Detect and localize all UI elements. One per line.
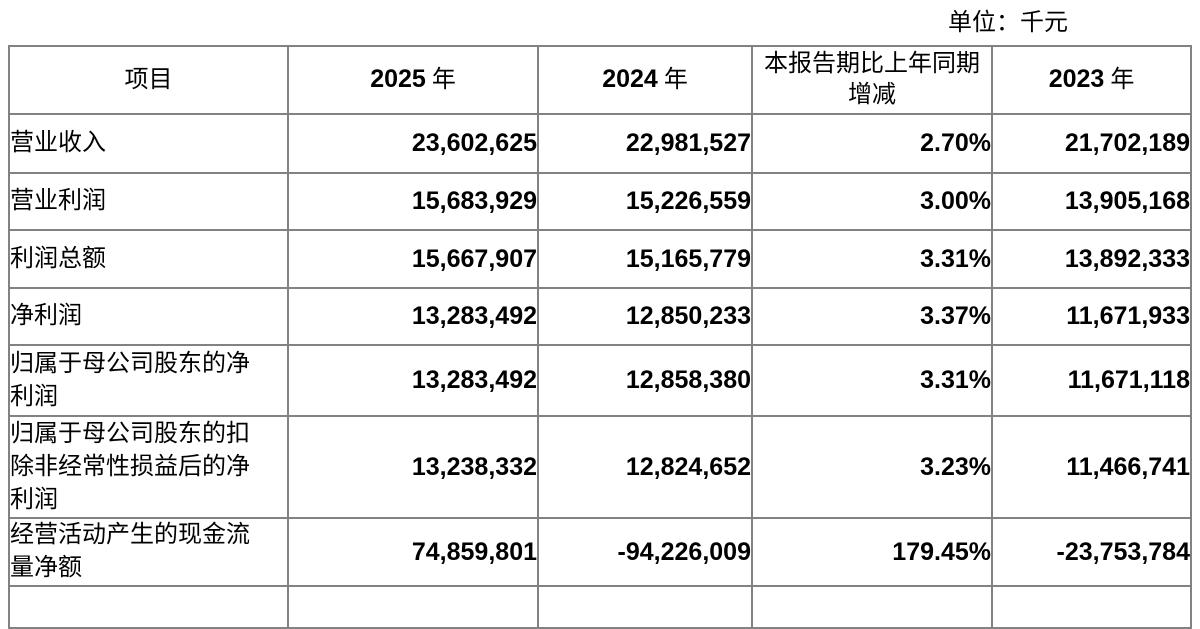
header-2023-number: 2023: [1048, 65, 1105, 93]
table-row-net-profit-attributable-to-parent: 归属于母公司股东的净 利润 13,283,492 12,858,380 3.31…: [8, 344, 1192, 417]
value-2023: [991, 585, 1192, 629]
header-2025: 2025 年: [287, 45, 539, 115]
table-row-operating-profit: 营业利润 15,683,929 15,226,559 3.00% 13,905,…: [8, 172, 1192, 231]
value-2024: 15,226,559: [537, 172, 753, 231]
value-2024: 12,858,380: [537, 344, 753, 417]
value-2023: 13,905,168: [991, 172, 1192, 231]
value-change: 2.70%: [751, 113, 993, 174]
value-2024: 12,850,233: [537, 287, 753, 346]
value-2024: 12,824,652: [537, 415, 753, 519]
header-row: 项目 2025 年 2024 年 本报告期比上年同期 增减 2023 年: [8, 45, 1192, 115]
value-2025: [287, 585, 539, 629]
value-2023: 11,466,741: [991, 415, 1192, 519]
value-2024: [537, 585, 753, 629]
value-2025: 13,283,492: [287, 287, 539, 346]
value-2024: 22,981,527: [537, 113, 753, 174]
value-2023: -23,753,784: [991, 517, 1192, 587]
row-label: 营业利润: [8, 172, 289, 231]
value-2025: 74,859,801: [287, 517, 539, 587]
row-label: 经营活动产生的现金流 量净额: [8, 517, 289, 587]
table-row-operating-revenue: 营业收入 23,602,625 22,981,527 2.70% 21,702,…: [8, 113, 1192, 174]
table-row-net-profit-excl-nonrecurring: 归属于母公司股东的扣 除非经常性损益后的净 利润 13,238,332 12,8…: [8, 415, 1192, 519]
row-label: 归属于母公司股东的扣 除非经常性损益后的净 利润: [8, 415, 289, 519]
header-2024-year-suffix: 年: [663, 67, 688, 93]
value-change: 3.23%: [751, 415, 993, 519]
row-label: 营业收入: [8, 113, 289, 174]
value-2025: 13,238,332: [287, 415, 539, 519]
header-2024-number: 2024: [602, 65, 658, 93]
value-change: 3.00%: [751, 172, 993, 231]
value-2025: 13,283,492: [287, 344, 539, 417]
header-2023-year-suffix: 年: [1110, 67, 1135, 93]
value-2023: 21,702,189: [991, 113, 1192, 174]
value-2023: 11,671,933: [991, 287, 1192, 346]
value-2023: 11,671,118: [991, 344, 1192, 417]
table-row-partial-clipped: [8, 585, 1192, 629]
header-2024: 2024 年: [537, 45, 753, 115]
value-change: 3.37%: [751, 287, 993, 346]
table-row-net-profit: 净利润 13,283,492 12,850,233 3.37% 11,671,9…: [8, 287, 1192, 346]
row-label: [8, 585, 289, 629]
value-2025: 15,683,929: [287, 172, 539, 231]
value-2025: 23,602,625: [287, 113, 539, 174]
row-label: 净利润: [8, 287, 289, 346]
value-change: 179.45%: [751, 517, 993, 587]
header-2023: 2023 年: [991, 45, 1192, 115]
header-item: 项目: [8, 45, 289, 115]
header-2025-year-suffix: 年: [431, 67, 456, 93]
value-change: 3.31%: [751, 229, 993, 289]
header-2025-number: 2025: [370, 65, 426, 93]
value-change: [751, 585, 993, 629]
unit-label: 单位：千元: [948, 10, 1068, 36]
value-2023: 13,892,333: [991, 229, 1192, 289]
row-label: 归属于母公司股东的净 利润: [8, 344, 289, 417]
table-row-operating-cash-flow: 经营活动产生的现金流 量净额 74,859,801 -94,226,009 17…: [8, 517, 1192, 587]
financial-summary-table: 项目 2025 年 2024 年 本报告期比上年同期 增减 2023 年 营业收…: [8, 45, 1192, 629]
header-yoy-change: 本报告期比上年同期 增减: [751, 45, 993, 115]
value-2024: 15,165,779: [537, 229, 753, 289]
value-2024: -94,226,009: [537, 517, 753, 587]
value-change: 3.31%: [751, 344, 993, 417]
row-label: 利润总额: [8, 229, 289, 289]
table-row-total-profit: 利润总额 15,667,907 15,165,779 3.31% 13,892,…: [8, 229, 1192, 289]
value-2025: 15,667,907: [287, 229, 539, 289]
